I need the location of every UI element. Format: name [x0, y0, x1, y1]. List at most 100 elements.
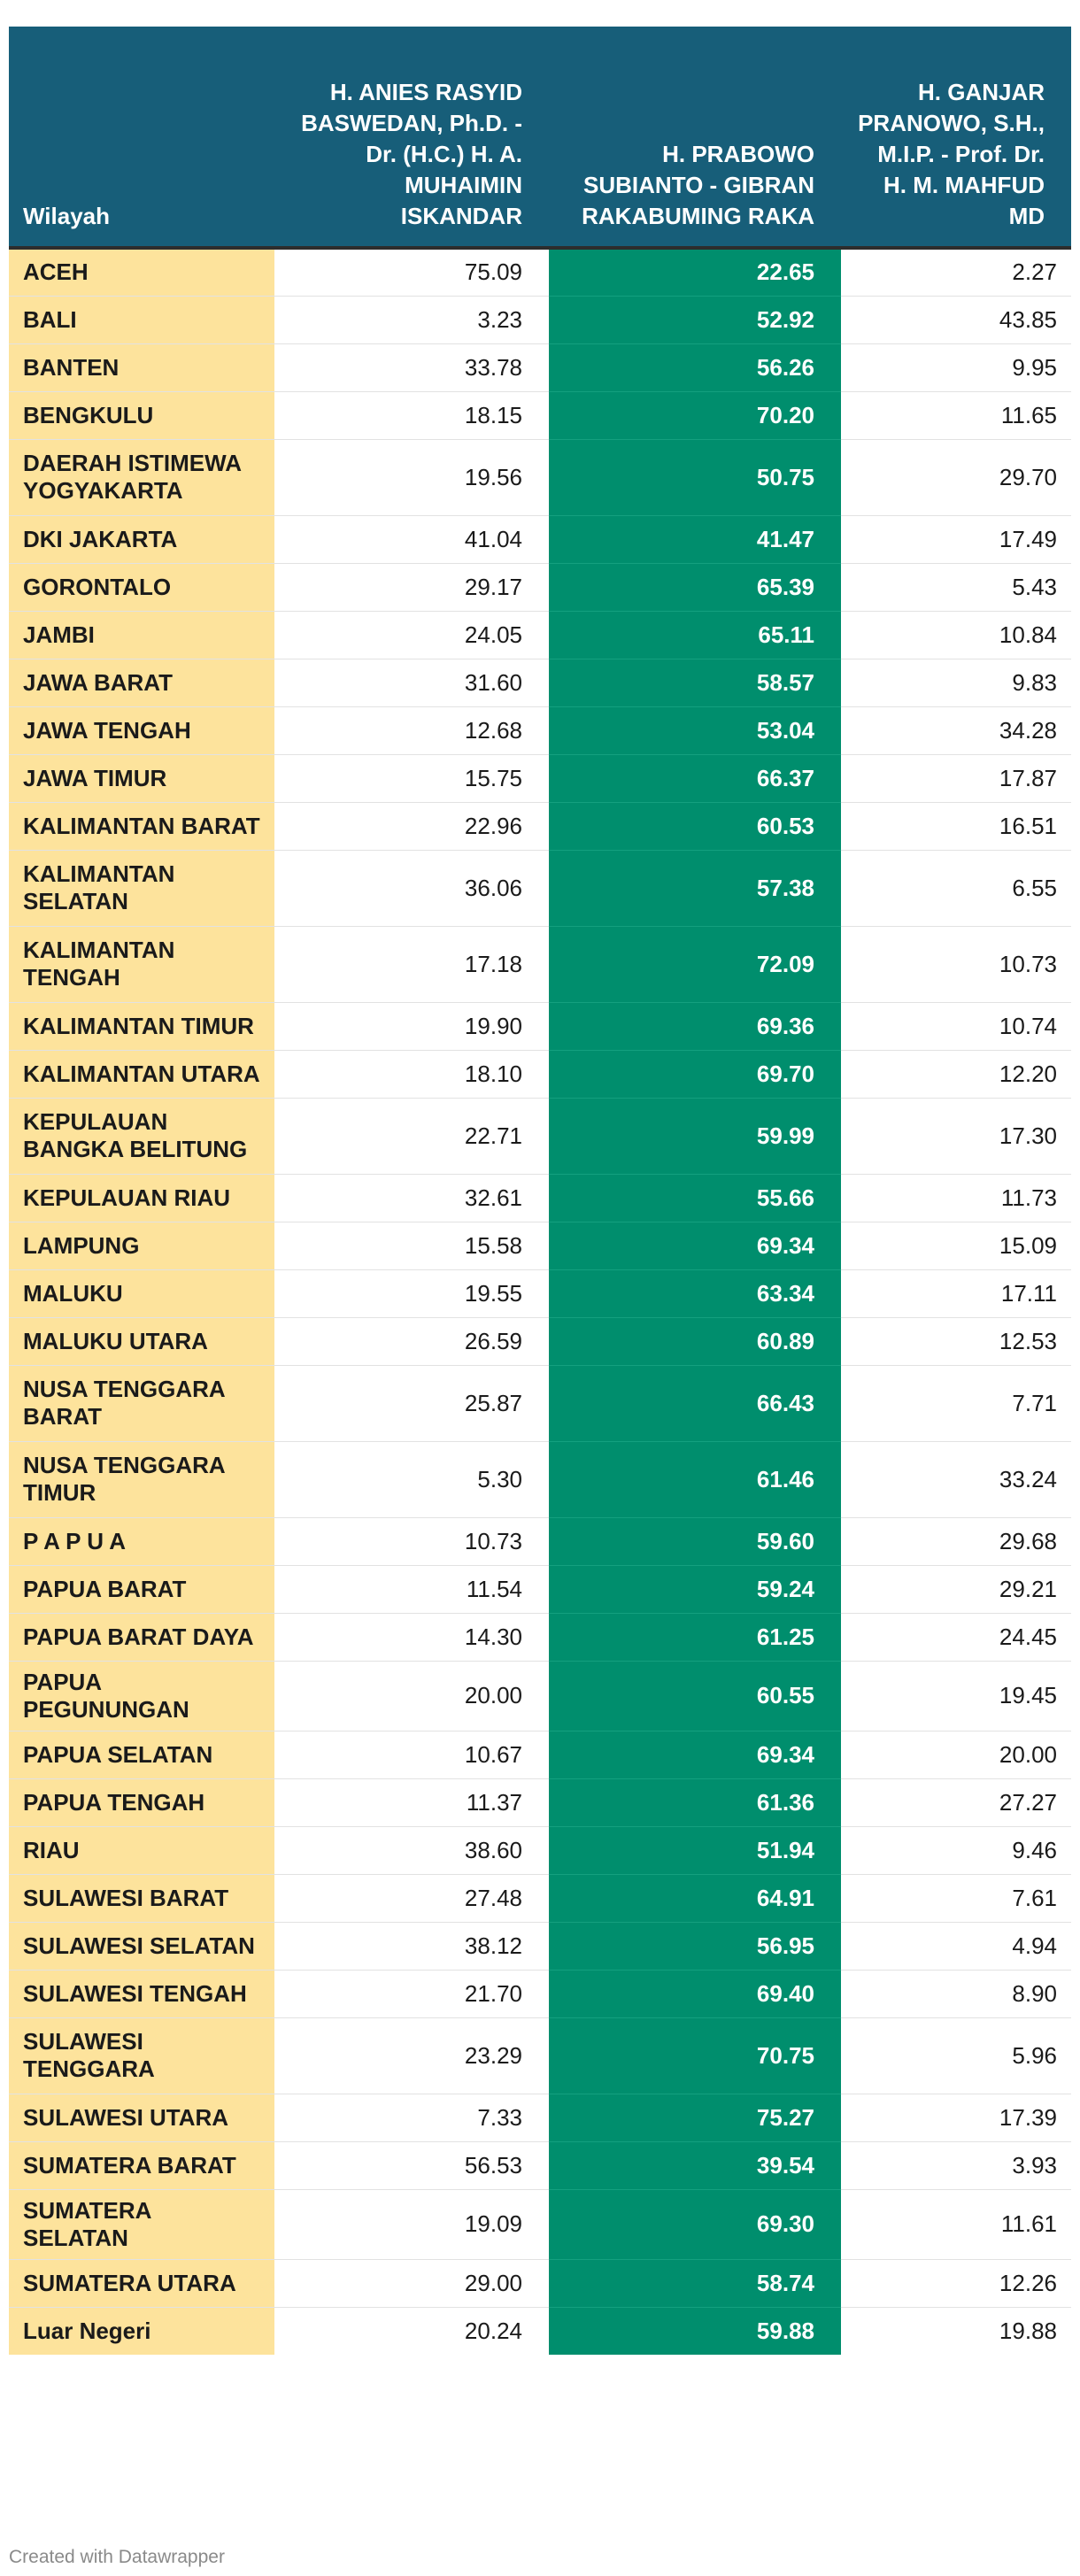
region-cell: JAMBI: [9, 611, 274, 659]
prabowo-gibran-value: 61.25: [549, 1613, 841, 1662]
anies-muhaimin-value: 56.53: [274, 2141, 549, 2190]
anies-muhaimin-value: 11.54: [274, 1565, 549, 1614]
table-row: DKI JAKARTA 41.04 41.47 17.49: [9, 515, 1071, 564]
table-row: PAPUA BARAT 11.54 59.24 29.21: [9, 1565, 1071, 1614]
prabowo-gibran-value: 56.95: [549, 1922, 841, 1971]
prabowo-gibran-value: 75.27: [549, 2094, 841, 2142]
prabowo-gibran-value: 61.36: [549, 1778, 841, 1827]
anies-muhaimin-value: 15.75: [274, 754, 549, 803]
anies-muhaimin-value: 21.70: [274, 1970, 549, 2018]
header-row: Wilayah H. ANIES RASYID BASWEDAN, Ph.D. …: [9, 27, 1071, 250]
anies-muhaimin-value: 19.90: [274, 1002, 549, 1051]
region-cell: SULAWESI SELATAN: [9, 1922, 274, 1971]
region-cell: RIAU: [9, 1826, 274, 1875]
anies-muhaimin-value: 41.04: [274, 515, 549, 564]
ganjar-mahfud-value: 33.24: [841, 1441, 1071, 1518]
region-cell: NUSA TENGGARA BARAT: [9, 1365, 274, 1442]
ganjar-mahfud-value: 29.68: [841, 1517, 1071, 1566]
region-cell: JAWA BARAT: [9, 659, 274, 707]
table-row: Luar Negeri 20.24 59.88 19.88: [9, 2307, 1071, 2355]
column-header-ganjar-mahfud[interactable]: H. GANJAR PRANOWO, S.H., M.I.P. - Prof. …: [841, 27, 1071, 250]
anies-muhaimin-value: 24.05: [274, 611, 549, 659]
region-cell: MALUKU: [9, 1269, 274, 1318]
anies-muhaimin-value: 11.37: [274, 1778, 549, 1827]
ganjar-mahfud-value: 12.26: [841, 2259, 1071, 2308]
table-row: SULAWESI UTARA 7.33 75.27 17.39: [9, 2094, 1071, 2142]
table-row: MALUKU UTARA 26.59 60.89 12.53: [9, 1317, 1071, 1366]
table-row: PAPUA BARAT DAYA 14.30 61.25 24.45: [9, 1613, 1071, 1662]
ganjar-mahfud-value: 9.46: [841, 1826, 1071, 1875]
prabowo-gibran-value: 58.57: [549, 659, 841, 707]
results-table: Wilayah H. ANIES RASYID BASWEDAN, Ph.D. …: [9, 27, 1071, 2355]
column-header-prabowo-gibran[interactable]: H. PRABOWO SUBIANTO - GIBRAN RAKABUMING …: [549, 27, 841, 250]
prabowo-gibran-value: 59.99: [549, 1098, 841, 1175]
column-header-anies-muhaimin[interactable]: H. ANIES RASYID BASWEDAN, Ph.D. - Dr. (H…: [274, 27, 549, 250]
anies-muhaimin-value: 3.23: [274, 296, 549, 344]
ganjar-mahfud-value: 17.49: [841, 515, 1071, 564]
table-row: JAWA TENGAH 12.68 53.04 34.28: [9, 706, 1071, 755]
region-cell: KEPULAUAN BANGKA BELITUNG: [9, 1098, 274, 1175]
results-table-container: Wilayah H. ANIES RASYID BASWEDAN, Ph.D. …: [9, 27, 1071, 2355]
prabowo-gibran-value: 69.30: [549, 2189, 841, 2260]
anies-muhaimin-value: 18.10: [274, 1050, 549, 1099]
column-header-region[interactable]: Wilayah: [9, 27, 274, 250]
anies-muhaimin-value: 18.15: [274, 391, 549, 440]
table-row: SULAWESI TENGAH 21.70 69.40 8.90: [9, 1970, 1071, 2018]
anies-muhaimin-value: 75.09: [274, 248, 549, 297]
ganjar-mahfud-value: 12.20: [841, 1050, 1071, 1099]
table-row: BALI 3.23 52.92 43.85: [9, 296, 1071, 344]
anies-muhaimin-value: 23.29: [274, 2017, 549, 2094]
table-row: P A P U A 10.73 59.60 29.68: [9, 1517, 1071, 1566]
region-cell: DKI JAKARTA: [9, 515, 274, 564]
ganjar-mahfud-value: 10.84: [841, 611, 1071, 659]
ganjar-mahfud-value: 43.85: [841, 296, 1071, 344]
region-cell: SUMATERA SELATAN: [9, 2189, 274, 2260]
anies-muhaimin-value: 17.18: [274, 926, 549, 1003]
table-row: PAPUA TENGAH 11.37 61.36 27.27: [9, 1778, 1071, 1827]
table-row: SULAWESI SELATAN 38.12 56.95 4.94: [9, 1922, 1071, 1971]
prabowo-gibran-value: 59.60: [549, 1517, 841, 1566]
table-row: KALIMANTAN TENGAH 17.18 72.09 10.73: [9, 926, 1071, 1003]
anies-muhaimin-value: 38.60: [274, 1826, 549, 1875]
region-cell: NUSA TENGGARA TIMUR: [9, 1441, 274, 1518]
prabowo-gibran-value: 41.47: [549, 515, 841, 564]
region-cell: SUMATERA UTARA: [9, 2259, 274, 2308]
region-cell: SUMATERA BARAT: [9, 2141, 274, 2190]
ganjar-mahfud-value: 10.73: [841, 926, 1071, 1003]
region-cell: PAPUA SELATAN: [9, 1731, 274, 1779]
ganjar-mahfud-value: 17.30: [841, 1098, 1071, 1175]
anies-muhaimin-value: 29.00: [274, 2259, 549, 2308]
table-row: JAMBI 24.05 65.11 10.84: [9, 611, 1071, 659]
anies-muhaimin-value: 5.30: [274, 1441, 549, 1518]
prabowo-gibran-value: 59.24: [549, 1565, 841, 1614]
region-cell: KALIMANTAN SELATAN: [9, 850, 274, 927]
prabowo-gibran-value: 69.40: [549, 1970, 841, 2018]
table-row: NUSA TENGGARA BARAT 25.87 66.43 7.71: [9, 1365, 1071, 1442]
ganjar-mahfud-value: 19.45: [841, 1661, 1071, 1731]
prabowo-gibran-value: 63.34: [549, 1269, 841, 1318]
region-cell: BANTEN: [9, 343, 274, 392]
region-cell: PAPUA PEGUNUNGAN: [9, 1661, 274, 1731]
datawrapper-credit[interactable]: Created with Datawrapper: [9, 2547, 225, 2567]
region-cell: SULAWESI TENGAH: [9, 1970, 274, 2018]
table-row: JAWA TIMUR 15.75 66.37 17.87: [9, 754, 1071, 803]
anies-muhaimin-value: 29.17: [274, 563, 549, 612]
table-body: ACEH 75.09 22.65 2.27 BALI 3.23 52.92 43.85 BANT…: [9, 248, 1071, 2355]
table-row: ACEH 75.09 22.65 2.27: [9, 248, 1071, 297]
prabowo-gibran-value: 65.39: [549, 563, 841, 612]
ganjar-mahfud-value: 20.00: [841, 1731, 1071, 1779]
ganjar-mahfud-value: 3.93: [841, 2141, 1071, 2190]
ganjar-mahfud-value: 29.70: [841, 439, 1071, 516]
prabowo-gibran-value: 60.89: [549, 1317, 841, 1366]
ganjar-mahfud-value: 4.94: [841, 1922, 1071, 1971]
region-cell: BENGKULU: [9, 391, 274, 440]
prabowo-gibran-value: 52.92: [549, 296, 841, 344]
ganjar-mahfud-value: 11.73: [841, 1174, 1071, 1222]
table-row: KEPULAUAN BANGKA BELITUNG 22.71 59.99 17.30: [9, 1098, 1071, 1175]
ganjar-mahfud-value: 8.90: [841, 1970, 1071, 2018]
prabowo-gibran-value: 66.43: [549, 1365, 841, 1442]
prabowo-gibran-value: 70.20: [549, 391, 841, 440]
anies-muhaimin-value: 19.56: [274, 439, 549, 516]
ganjar-mahfud-value: 7.61: [841, 1874, 1071, 1923]
anies-muhaimin-value: 38.12: [274, 1922, 549, 1971]
